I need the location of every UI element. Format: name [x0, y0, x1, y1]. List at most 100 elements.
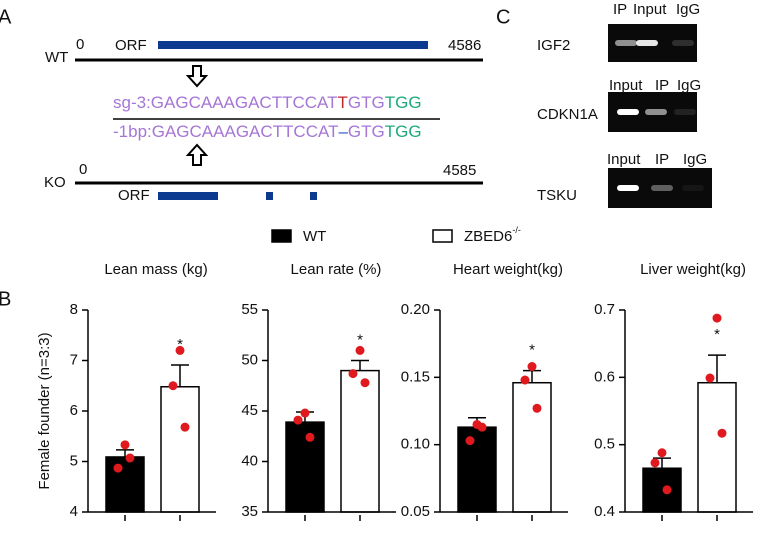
gel-band: [617, 185, 639, 191]
y-tick-label: 0.15: [401, 368, 430, 385]
legend-sup: -/-: [512, 225, 521, 235]
y-tick-label: 0.10: [401, 436, 430, 453]
lane-label: Input: [609, 77, 643, 94]
chart-title: Lean mass (kg): [104, 261, 207, 278]
gene-label: IGF2: [537, 37, 570, 54]
data-point: [125, 453, 135, 463]
bar: [697, 381, 737, 513]
y-tick-label: 0.4: [594, 503, 615, 520]
y-tick-label: 40: [241, 452, 258, 469]
sequence-part: sg-3:GAGCAAAGACTTCCAT: [113, 93, 338, 112]
y-axis-title: Female founder (n=3:3): [36, 332, 53, 489]
lane-label: IgG: [683, 151, 707, 168]
lane-label: IP: [655, 151, 669, 168]
gel-band: [651, 185, 673, 191]
significance-mark: *: [357, 331, 363, 348]
gene-label: TSKU: [537, 187, 577, 204]
sequence-part: -1bp:GAGCAAAGACTTCCAT: [113, 122, 338, 141]
data-point: [300, 408, 310, 418]
wt-end: 4586: [448, 37, 481, 54]
wt-start: 0: [76, 36, 84, 53]
data-point: [527, 362, 537, 372]
ko-orf-bar: [310, 192, 317, 200]
y-tick-label: 0.20: [401, 301, 430, 318]
data-point: [650, 458, 660, 468]
legend: WT ZBED6-/-: [271, 225, 521, 245]
wt-orf: ORF: [115, 37, 147, 54]
lane-label: Input: [633, 1, 667, 18]
lane-label: IP: [613, 1, 627, 18]
chart-title: Lean rate (%): [291, 261, 382, 278]
gel-band: [672, 40, 694, 46]
sequence-part: TGG: [385, 122, 422, 141]
legend-label: WT: [303, 228, 326, 245]
lane-label: IgG: [676, 1, 700, 18]
data-point: [662, 485, 672, 495]
gel-band: [636, 40, 658, 46]
panel-label: B: [0, 288, 11, 310]
y-tick-label: 0.6: [594, 368, 615, 385]
y-tick-label: 55: [241, 301, 258, 318]
data-point: [465, 436, 475, 446]
ko-label: KO: [44, 174, 66, 191]
wt-label: WT: [45, 49, 68, 66]
lane-label: Input: [607, 151, 641, 168]
data-point: [532, 403, 542, 413]
legend-name: WT: [303, 228, 326, 245]
data-point: [120, 440, 130, 450]
arrow-down: [185, 65, 209, 88]
data-point: [717, 428, 727, 438]
error-bar: [653, 457, 671, 469]
data-point: [360, 378, 370, 388]
gel-band: [682, 185, 704, 191]
significance-mark: *: [529, 342, 535, 359]
bar: [340, 369, 380, 513]
significance-mark: *: [177, 336, 183, 353]
arrow-up: [185, 143, 209, 166]
y-tick-label: 5: [70, 452, 78, 469]
data-point: [355, 345, 365, 355]
legend-label: ZBED6-/-: [464, 225, 521, 245]
lane-label: IgG: [677, 77, 701, 94]
data-point: [657, 448, 667, 458]
data-point: [705, 373, 715, 383]
error-bar: [351, 359, 369, 371]
data-point: [180, 422, 190, 432]
data-point: [305, 432, 315, 442]
data-point: [168, 381, 178, 391]
bar: [285, 421, 325, 513]
y-tick-label: 0.5: [594, 436, 615, 453]
sequence: sg-3:GAGCAAAGACTTCCATTGTGTGG: [113, 93, 422, 112]
data-point: [113, 463, 123, 473]
data-point: [175, 345, 185, 355]
lane-label: IP: [655, 77, 669, 94]
ko-orf-bars: [158, 192, 317, 200]
gels: IGF2 IP Input IgG CDKN1A Input IP IgG TSKU Input I…: [537, 1, 712, 208]
wt-orf-bar: [158, 41, 428, 49]
chart-title: Heart weight(kg): [453, 261, 563, 278]
sequence: -1bp:GAGCAAAGACTTCCAT–GTGTGG: [113, 122, 422, 141]
sequence-part: GTG: [348, 122, 385, 141]
y-tick-label: 6: [70, 402, 78, 419]
bar: [160, 386, 200, 513]
y-tick-label: 0.7: [594, 301, 615, 318]
ko-orf-bar: [266, 192, 273, 200]
chart-title: Liver weight(kg): [640, 261, 746, 278]
sequence-part: TGG: [385, 93, 422, 112]
bar: [105, 456, 145, 513]
error-bar: [708, 354, 726, 383]
error-bar: [171, 364, 189, 387]
data-point: [293, 415, 303, 425]
sequence-part: T: [338, 93, 348, 112]
gel-band: [617, 109, 639, 115]
y-tick-label: 4: [70, 503, 78, 520]
data-point: [712, 313, 722, 323]
y-tick-label: 0.05: [401, 503, 430, 520]
charts: Lean mass (kg)Female founder (n=3:3)4567…: [36, 261, 753, 521]
y-tick-label: 50: [241, 351, 258, 368]
panel-label: C: [496, 6, 510, 28]
ko-end: 4585: [443, 162, 476, 179]
legend-swatch: [271, 229, 292, 243]
ko-orf: ORF: [118, 187, 150, 204]
